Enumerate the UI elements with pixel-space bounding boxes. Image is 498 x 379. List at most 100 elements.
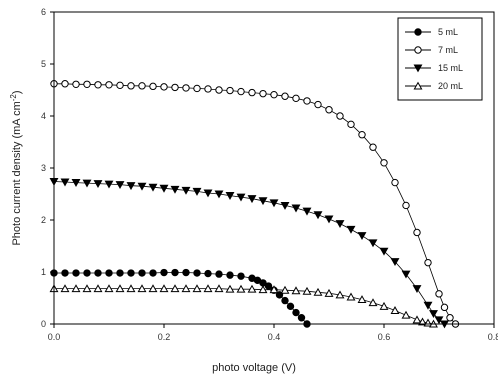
data-point-7-ml [325, 106, 333, 114]
data-point-20-ml [269, 285, 279, 294]
data-point-7-ml [413, 228, 421, 237]
data-point-20-ml [412, 315, 422, 324]
data-point-7-ml [138, 82, 146, 90]
legend: 5 mL 7 mL 15 mL 20 mL [397, 17, 483, 101]
data-point-15-ml [247, 195, 257, 204]
data-point-20-ml [357, 295, 367, 304]
data-point-15-ml [60, 178, 70, 187]
legend-item-7-ml: 7 mL [405, 45, 458, 55]
data-point-20-ml [346, 292, 356, 301]
data-point-15-ml [269, 199, 279, 208]
data-point-7-ml [116, 81, 124, 90]
data-point-5-ml [160, 268, 168, 277]
legend-item-20-ml: 20 mL [405, 81, 463, 91]
data-point-15-ml [258, 197, 268, 206]
series-line-20-ml [54, 288, 434, 325]
data-point-7-ml [424, 258, 432, 267]
data-point-15-ml [324, 215, 334, 224]
data-point-15-ml [104, 180, 114, 189]
data-point-20-ml [93, 284, 103, 293]
data-point-5-ml [61, 269, 69, 277]
data-point-7-ml [446, 314, 454, 322]
data-point-7-ml [105, 81, 113, 89]
series-line-7-ml [54, 83, 456, 325]
data-point-20-ml [390, 306, 400, 314]
data-point-7-ml [193, 84, 201, 93]
data-point-20-ml [418, 317, 427, 326]
data-point-7-ml [435, 290, 443, 298]
data-point-20-ml [258, 285, 268, 294]
y-tick-label: 1 [41, 267, 46, 277]
data-point-7-ml [226, 86, 234, 95]
data-point-15-ml [225, 192, 235, 200]
legend-marker-7-ml [414, 46, 422, 54]
data-point-7-ml [336, 112, 344, 120]
data-point-5-ml [83, 269, 91, 277]
data-point-15-ml [148, 183, 158, 192]
data-point-15-ml [302, 207, 312, 216]
data-point-15-ml [401, 270, 411, 279]
data-point-5-ml [127, 269, 135, 277]
data-point-7-ml [94, 81, 102, 89]
legend-label: 15 mL [438, 63, 463, 73]
data-point-15-ml [390, 258, 400, 267]
series-20-ml [49, 284, 438, 328]
data-point-7-ml [369, 143, 377, 151]
data-point-20-ml [280, 285, 290, 294]
series-line-5-ml [54, 272, 308, 325]
data-point-20-ml [203, 284, 213, 293]
x-axis-title: photo voltage (V) [212, 362, 296, 374]
y-axis-title-sup: -2 [9, 94, 18, 102]
data-point-15-ml [170, 185, 180, 194]
data-point-7-ml [259, 89, 267, 98]
data-point-15-ml [434, 316, 444, 325]
data-point-7-ml [292, 94, 300, 103]
data-point-20-ml [82, 284, 92, 293]
data-point-7-ml [303, 97, 311, 105]
data-point-20-ml [60, 284, 70, 293]
data-point-20-ml [368, 298, 378, 307]
legend-label: 5 mL [438, 27, 458, 37]
data-point-5-ml [297, 314, 306, 322]
legend-label: 20 mL [438, 81, 463, 91]
x-tick-label: 0.2 [158, 332, 171, 342]
data-point-5-ml [138, 269, 146, 277]
legend-label: 7 mL [438, 45, 458, 55]
y-axis-title-main: Photo current density (mA cm [11, 101, 23, 245]
y-tick-label: 4 [41, 111, 46, 121]
axes: 0.0 0.2 0.4 0.6 0.8 0 1 2 3 4 5 6 [41, 7, 498, 342]
y-tick-label: 2 [41, 215, 46, 225]
x-tick-label: 0.8 [488, 332, 498, 342]
data-point-7-ml [358, 131, 366, 139]
data-point-20-ml [236, 284, 246, 293]
data-point-5-ml [226, 271, 234, 279]
data-point-15-ml [368, 239, 378, 248]
x-tick-label: 0.0 [48, 332, 61, 342]
legend-item-5-ml: 5 mL [405, 27, 458, 37]
data-point-15-ml [115, 181, 125, 190]
y-axis-title: Photo current density (mA cm-2) [9, 90, 23, 245]
data-point-5-ml [171, 268, 179, 277]
data-point-15-ml [71, 179, 81, 187]
data-point-20-ml [137, 284, 147, 293]
data-point-5-ml [72, 269, 80, 277]
data-point-15-ml [335, 220, 345, 229]
data-point-7-ml [347, 120, 355, 129]
data-point-15-ml [214, 190, 224, 199]
data-point-7-ml [314, 100, 322, 109]
data-point-7-ml [160, 83, 168, 91]
y-axis-title-close: ) [11, 90, 23, 94]
data-point-15-ml [203, 189, 213, 198]
data-point-15-ml [181, 186, 191, 195]
data-point-7-ml [72, 80, 80, 88]
data-point-15-ml [423, 301, 433, 310]
data-point-7-ml [149, 82, 157, 91]
data-point-5-ml [204, 269, 212, 278]
series-line-15-ml [53, 181, 445, 325]
data-point-7-ml [402, 201, 410, 210]
data-point-5-ml [182, 268, 190, 277]
data-point-20-ml [126, 284, 136, 293]
data-point-15-ml [429, 310, 438, 319]
